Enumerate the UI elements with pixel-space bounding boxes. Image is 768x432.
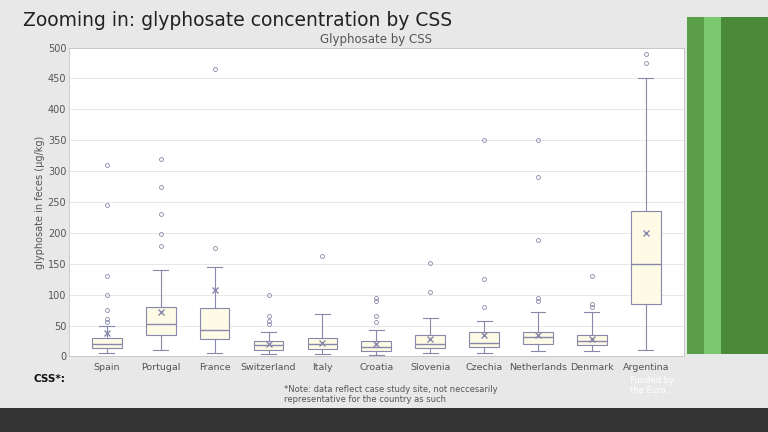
PathPatch shape [308,338,337,349]
PathPatch shape [469,332,499,347]
PathPatch shape [253,341,283,350]
Text: Funded by
the Euro...: Funded by the Euro... [630,376,674,395]
PathPatch shape [523,332,553,344]
Text: CSS*:: CSS*: [33,374,65,384]
PathPatch shape [362,341,391,352]
Y-axis label: glyphosate in feces (µg/kg): glyphosate in feces (µg/kg) [35,135,45,269]
PathPatch shape [146,307,176,335]
Text: *Note: data reflect case study site, not neccesarily
representative for the coun: *Note: data reflect case study site, not… [284,384,498,404]
PathPatch shape [200,308,230,339]
Text: Zooming in: glyphosate concentration by CSS: Zooming in: glyphosate concentration by … [23,11,452,30]
PathPatch shape [631,211,660,304]
PathPatch shape [415,335,445,348]
PathPatch shape [92,338,121,348]
Title: Glyphosate by CSS: Glyphosate by CSS [320,33,432,46]
PathPatch shape [577,335,607,345]
